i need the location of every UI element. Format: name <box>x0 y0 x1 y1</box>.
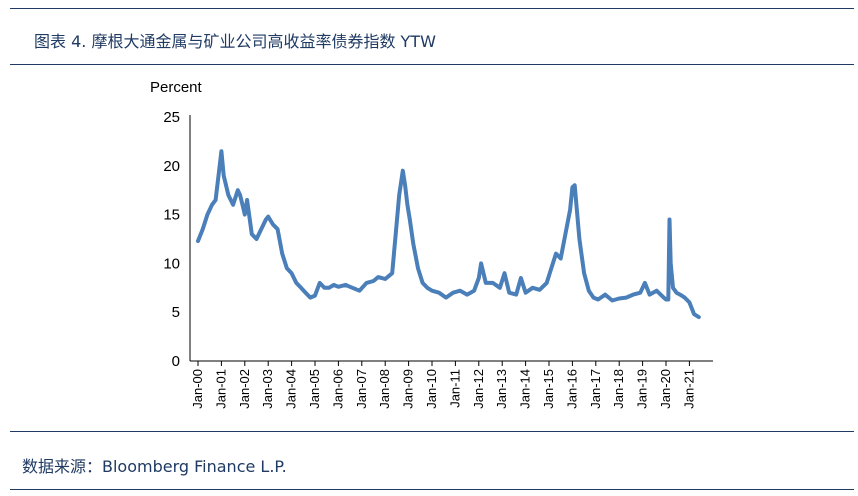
y-tick-label: 5 <box>172 304 180 321</box>
x-tick-label: Jan-11 <box>447 369 462 408</box>
x-tick-label: Jan-08 <box>377 369 392 409</box>
x-tick-label: Jan-04 <box>284 369 299 409</box>
top-rule <box>10 8 854 9</box>
figure-title: 图表 4. 摩根大通金属与矿业公司高收益率债券指数 YTW <box>34 32 436 51</box>
x-tick-label: Jan-14 <box>518 369 533 409</box>
x-tick-label: Jan-15 <box>541 369 556 409</box>
x-tick-label: Jan-05 <box>307 369 322 409</box>
x-tick-label: Jan-12 <box>471 369 486 409</box>
x-tick-label: Jan-00 <box>190 369 205 409</box>
y-axis-unit-label: Percent <box>150 79 203 96</box>
y-tick-label: 0 <box>172 353 180 370</box>
x-tick-label: Jan-06 <box>330 369 345 409</box>
x-tick-label: Jan-17 <box>588 369 603 409</box>
source-note: 数据来源：Bloomberg Finance L.P. <box>22 457 287 476</box>
x-tick-label: Jan-09 <box>401 369 416 409</box>
y-tick-label: 20 <box>163 158 180 175</box>
x-tick-label: Jan-02 <box>237 369 252 409</box>
x-tick-label: Jan-07 <box>354 369 369 409</box>
title-rule <box>10 64 854 65</box>
x-tick-label: Jan-10 <box>424 369 439 409</box>
x-tick-label: Jan-13 <box>494 369 509 409</box>
x-tick-label: Jan-01 <box>213 369 228 409</box>
y-tick-label: 10 <box>163 255 180 272</box>
x-tick-label: Jan-21 <box>681 369 696 409</box>
y-tick-label: 25 <box>163 109 180 126</box>
x-axis: Jan-00 Jan-01 Jan-02 Jan-03 Jan-04 Jan-05 Jan-… <box>190 360 713 409</box>
source-rule <box>10 431 854 432</box>
series-layer <box>196 149 701 320</box>
bottom-rule <box>10 489 854 490</box>
ytw-series-line <box>196 149 701 320</box>
x-tick-label: Jan-03 <box>260 369 275 409</box>
y-axis: 0 5 10 15 20 25 <box>163 109 191 370</box>
x-tick-label: Jan-20 <box>658 369 673 409</box>
y-tick-label: 15 <box>163 207 180 224</box>
x-tick-label: Jan-19 <box>635 369 650 409</box>
x-tick-label: Jan-18 <box>611 369 626 409</box>
x-tick-label: Jan-16 <box>564 369 579 409</box>
